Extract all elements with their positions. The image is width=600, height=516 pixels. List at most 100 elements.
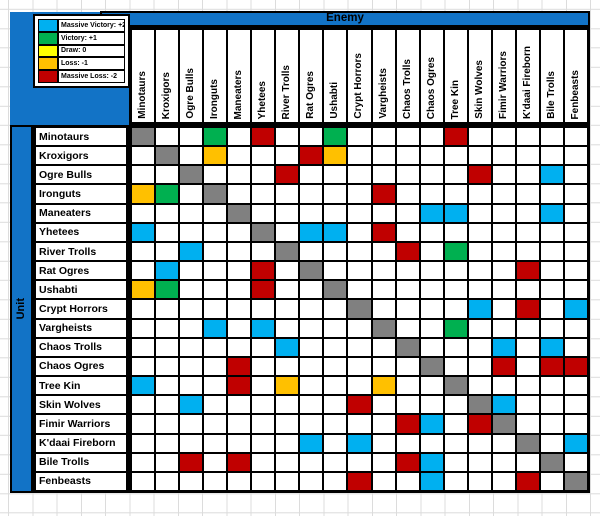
matrix-cell[interactable] [323,337,348,357]
matrix-cell[interactable] [539,222,564,242]
matrix-cell[interactable] [443,414,468,434]
matrix-cell[interactable] [371,146,396,166]
matrix-cell[interactable] [515,184,540,204]
matrix-cell[interactable] [347,127,372,147]
matrix-cell[interactable] [371,376,396,396]
matrix-cell[interactable] [131,356,156,377]
matrix-cell[interactable] [443,452,468,472]
matrix-cell[interactable] [515,165,540,185]
matrix-cell[interactable] [539,165,564,185]
matrix-cell[interactable] [371,222,396,242]
matrix-cell[interactable] [179,127,204,147]
matrix-cell[interactable] [299,261,324,281]
matrix-cell[interactable] [275,376,300,396]
matrix-cell[interactable] [155,356,180,377]
matrix-cell[interactable] [251,222,276,242]
matrix-cell[interactable] [371,433,396,453]
matrix-cell[interactable] [227,241,252,262]
matrix-cell[interactable] [251,452,276,472]
matrix-cell[interactable] [275,356,300,377]
matrix-cell[interactable] [419,471,444,491]
matrix-cell[interactable] [299,299,324,319]
matrix-cell[interactable] [203,337,228,357]
matrix-cell[interactable] [155,280,180,300]
matrix-cell[interactable] [371,165,396,185]
matrix-cell[interactable] [323,261,348,281]
matrix-cell[interactable] [563,165,588,185]
matrix-cell[interactable] [515,395,540,415]
matrix-cell[interactable] [179,414,204,434]
matrix-cell[interactable] [443,146,468,166]
matrix-cell[interactable] [251,146,276,166]
matrix-cell[interactable] [347,222,372,242]
col-header-tree-kin[interactable]: Tree Kin [443,29,468,123]
col-header-rat-ogres[interactable]: Rat Ogres [299,29,324,123]
matrix-cell[interactable] [515,356,540,377]
matrix-cell[interactable] [203,222,228,242]
matrix-cell[interactable] [275,452,300,472]
matrix-cell[interactable] [395,318,420,338]
matrix-cell[interactable] [131,376,156,396]
matrix-cell[interactable] [467,376,492,396]
matrix-cell[interactable] [227,471,252,491]
matrix-cell[interactable] [419,452,444,472]
matrix-cell[interactable] [131,433,156,453]
matrix-cell[interactable] [347,452,372,472]
matrix-cell[interactable] [275,261,300,281]
matrix-cell[interactable] [227,433,252,453]
row-header-ogre-bulls[interactable]: Ogre Bulls [35,165,127,185]
matrix-cell[interactable] [203,356,228,377]
matrix-cell[interactable] [419,376,444,396]
matrix-cell[interactable] [491,414,516,434]
matrix-cell[interactable] [515,146,540,166]
matrix-cell[interactable] [323,127,348,147]
matrix-cell[interactable] [539,433,564,453]
matrix-cell[interactable] [491,376,516,396]
matrix-cell[interactable] [179,222,204,242]
matrix-cell[interactable] [347,433,372,453]
matrix-cell[interactable] [539,414,564,434]
matrix-cell[interactable] [131,165,156,185]
matrix-cell[interactable] [491,165,516,185]
matrix-cell[interactable] [395,146,420,166]
matrix-cell[interactable] [323,146,348,166]
matrix-cell[interactable] [347,146,372,166]
matrix-cell[interactable] [539,318,564,338]
matrix-cell[interactable] [467,165,492,185]
matrix-cell[interactable] [131,261,156,281]
matrix-cell[interactable] [539,376,564,396]
matrix-cell[interactable] [515,261,540,281]
matrix-cell[interactable] [323,165,348,185]
matrix-cell[interactable] [155,241,180,262]
matrix-cell[interactable] [419,433,444,453]
matrix-cell[interactable] [203,376,228,396]
matrix-cell[interactable] [131,146,156,166]
matrix-cell[interactable] [539,127,564,147]
matrix-cell[interactable] [395,241,420,262]
matrix-cell[interactable] [155,165,180,185]
matrix-cell[interactable] [467,299,492,319]
matrix-cell[interactable] [395,471,420,491]
col-header-yhetees[interactable]: Yhetees [251,29,276,123]
matrix-cell[interactable] [275,299,300,319]
matrix-cell[interactable] [155,337,180,357]
row-header-chaos-ogres[interactable]: Chaos Ogres [35,356,127,377]
row-header-vargheists[interactable]: Vargheists [35,318,127,338]
matrix-cell[interactable] [299,184,324,204]
matrix-cell[interactable] [419,241,444,262]
matrix-cell[interactable] [563,146,588,166]
matrix-cell[interactable] [395,165,420,185]
matrix-cell[interactable] [155,127,180,147]
matrix-cell[interactable] [347,299,372,319]
matrix-cell[interactable] [371,337,396,357]
matrix-cell[interactable] [227,184,252,204]
matrix-cell[interactable] [203,127,228,147]
matrix-cell[interactable] [227,414,252,434]
matrix-cell[interactable] [347,471,372,491]
col-header-fimir-warriors[interactable]: Fimir Warriors [491,29,516,123]
matrix-cell[interactable] [371,261,396,281]
matrix-cell[interactable] [227,280,252,300]
matrix-cell[interactable] [419,222,444,242]
matrix-cell[interactable] [275,471,300,491]
row-header-chaos-trolls[interactable]: Chaos Trolls [35,337,127,357]
